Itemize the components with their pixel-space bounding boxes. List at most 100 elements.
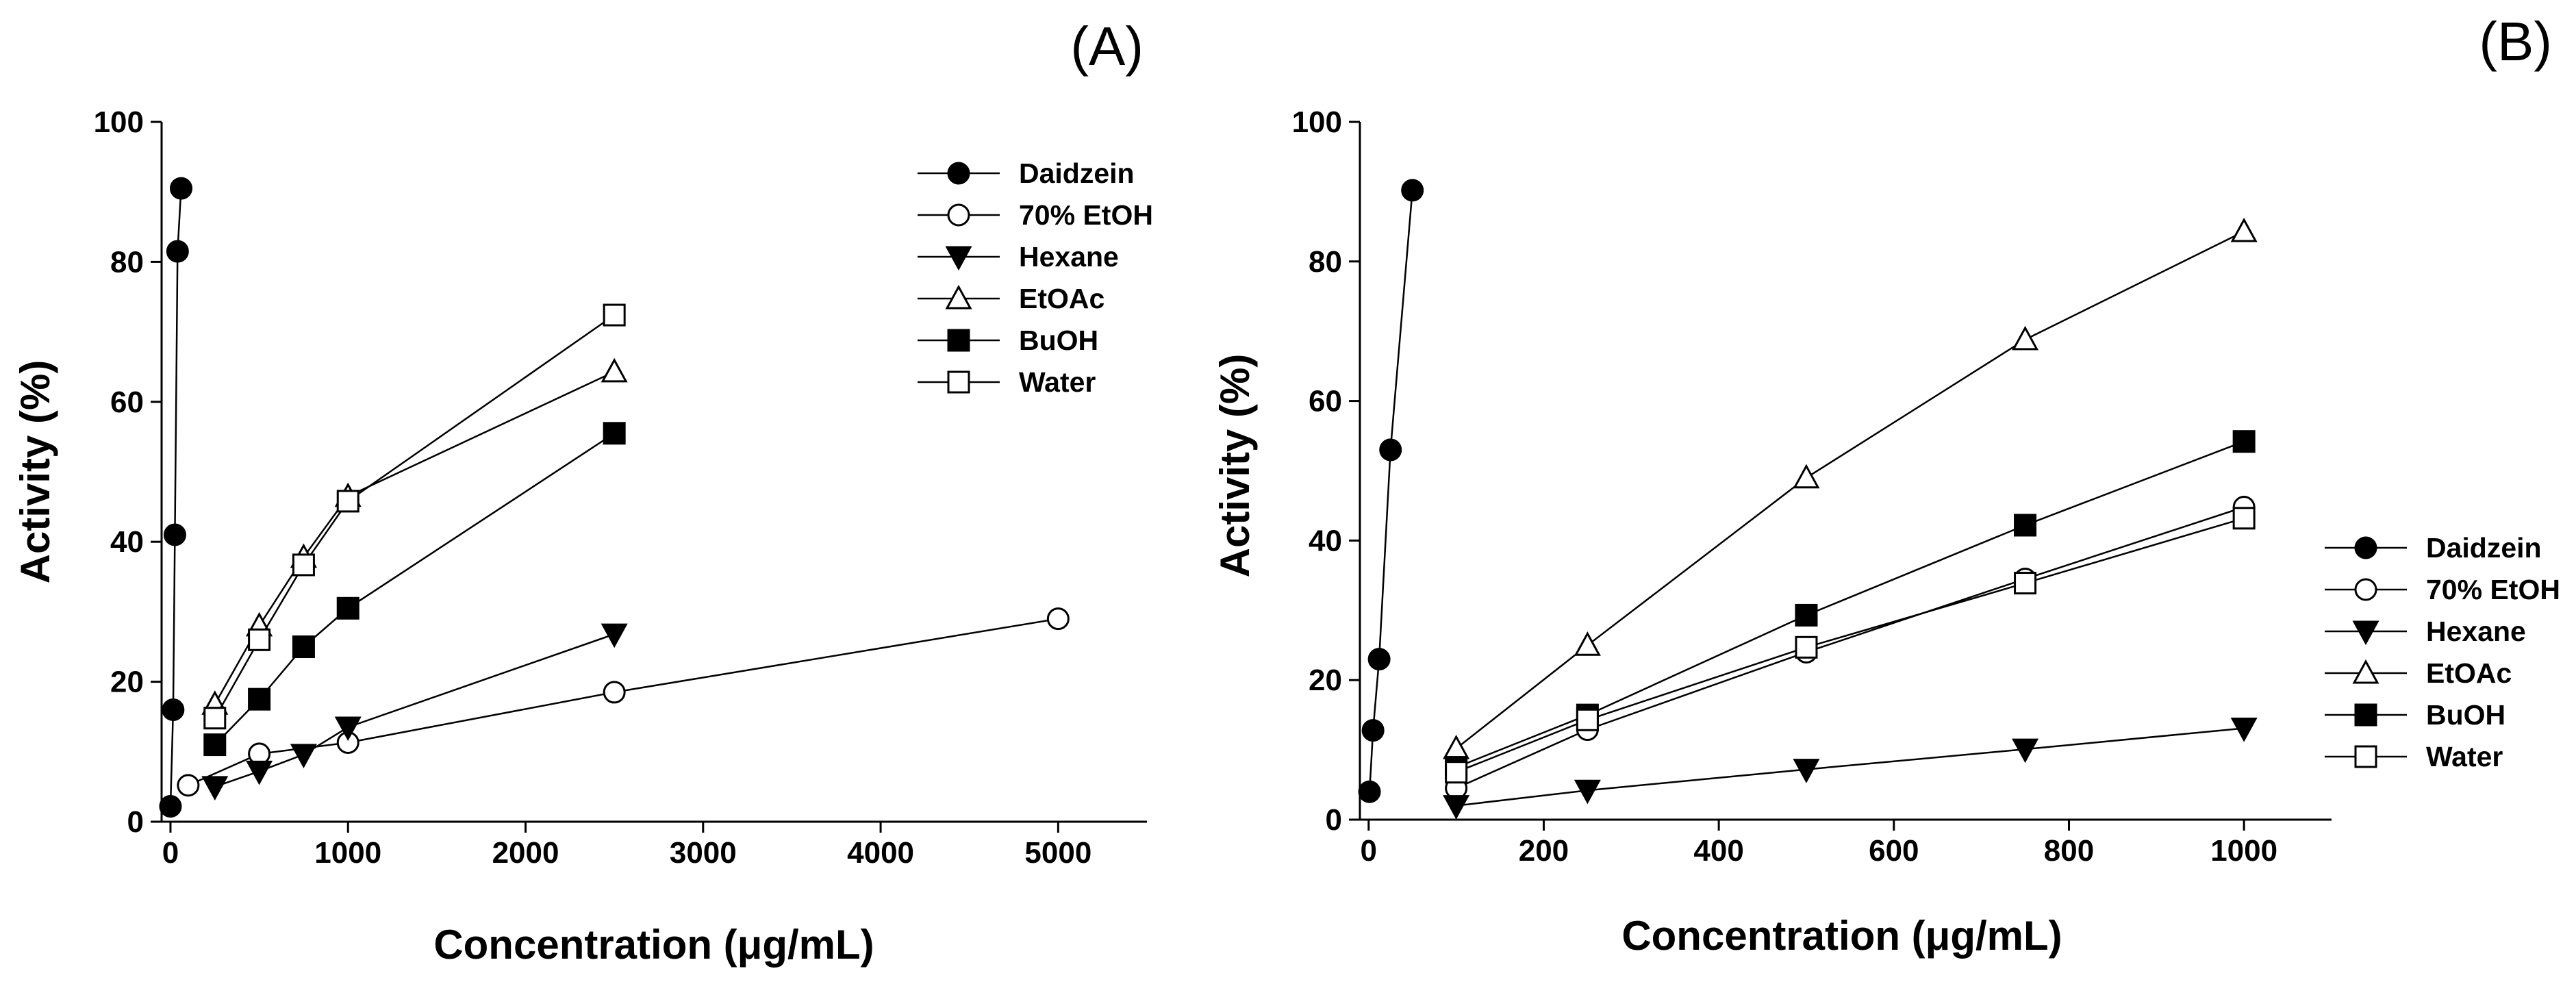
data-point xyxy=(601,623,628,648)
legend-marker xyxy=(945,246,972,271)
series-buoh xyxy=(203,422,626,757)
data-point xyxy=(1358,780,1381,803)
series-daidzein xyxy=(1358,179,1424,803)
data-point xyxy=(1445,761,1468,784)
legend-label: Water xyxy=(2426,741,2503,772)
x-tick-label: 800 xyxy=(2044,834,2094,868)
legend-label: 70% EtOH xyxy=(1019,199,1153,231)
data-point xyxy=(2230,718,2258,742)
legend-label: BuOH xyxy=(2426,699,2505,731)
legend-label: BuOH xyxy=(1019,325,1098,356)
legend-label: Daidzein xyxy=(1019,157,1135,189)
data-point xyxy=(336,596,359,620)
data-point xyxy=(246,760,273,785)
legend-marker xyxy=(2354,703,2377,727)
data-point xyxy=(1367,648,1391,671)
y-axis-title: Activity (%) xyxy=(1212,354,1258,578)
y-tick-label: 80 xyxy=(110,245,144,279)
y-tick-label: 0 xyxy=(127,805,144,839)
legend-marker xyxy=(947,370,970,394)
legend: Daidzein 70% EtOH Hexane EtOAc BuOH Water xyxy=(2325,532,2560,772)
data-point xyxy=(170,177,193,200)
x-tick-label: 4000 xyxy=(847,836,914,870)
x-tick-label: 600 xyxy=(1869,834,1919,868)
y-tick-label: 60 xyxy=(110,386,144,419)
data-point xyxy=(2014,514,2037,537)
legend-label: EtOAc xyxy=(1019,283,1104,314)
legend-marker xyxy=(2354,578,2377,601)
data-point xyxy=(292,635,315,658)
x-tick-label: 0 xyxy=(1361,834,1377,868)
legend-label: Water xyxy=(1019,366,1096,398)
legend-label: Daidzein xyxy=(2426,532,2542,564)
x-tick-label: 200 xyxy=(1519,834,1569,868)
x-tick-label: 400 xyxy=(1693,834,1743,868)
data-point xyxy=(201,776,229,801)
legend-marker xyxy=(2354,745,2377,768)
series-hexane xyxy=(1443,718,2258,820)
x-tick-label: 2000 xyxy=(492,836,559,870)
y-tick-label: 100 xyxy=(1292,105,1342,139)
data-point xyxy=(2014,572,2037,595)
data-point xyxy=(336,490,359,513)
data-point xyxy=(162,698,185,721)
series-water xyxy=(1445,507,2256,784)
data-point xyxy=(248,628,271,651)
panel-a: 0 1000 2000 3000 4000 5000 0 20 40 60 80 100 Concent… xyxy=(12,16,1153,968)
data-point xyxy=(1795,603,1818,627)
panel-b: 0 200 400 600 800 1000 0 20 40 60 80 100 Concentrati… xyxy=(1212,11,2560,959)
x-tick-label: 1000 xyxy=(2210,834,2277,868)
data-point xyxy=(1793,464,1820,489)
y-tick-label: 40 xyxy=(110,525,144,559)
x-axis-title: Concentration (μg/mL) xyxy=(433,922,874,968)
legend-label: 70% EtOH xyxy=(2426,574,2560,605)
y-tick-label: 20 xyxy=(1309,664,1342,697)
series-etoac xyxy=(1443,217,2258,759)
data-point xyxy=(177,774,200,797)
legend-marker xyxy=(2352,659,2379,684)
data-point xyxy=(2230,217,2258,242)
legend-marker xyxy=(947,162,970,185)
x-tick-label: 1000 xyxy=(314,836,381,870)
y-tick-label: 0 xyxy=(1326,803,1342,837)
data-point xyxy=(603,681,626,704)
y-tick-label: 20 xyxy=(110,666,144,699)
legend-marker xyxy=(945,284,972,310)
data-point xyxy=(290,744,317,769)
legend-label: Hexane xyxy=(2426,616,2526,647)
legend: Daidzein 70% EtOH Hexane EtOAc BuOH Water xyxy=(918,157,1153,398)
data-point xyxy=(2232,507,2256,530)
legend-label: EtOAc xyxy=(2426,657,2512,689)
data-point xyxy=(2012,325,2039,351)
data-point xyxy=(203,707,227,730)
data-point xyxy=(601,357,628,383)
legend-marker xyxy=(947,329,970,352)
data-point xyxy=(1574,779,1601,805)
x-tick-label: 3000 xyxy=(670,836,737,870)
legend-marker xyxy=(2354,536,2377,559)
data-point xyxy=(1379,438,1402,462)
data-point xyxy=(1361,719,1385,742)
series-daidzein xyxy=(159,177,193,818)
data-point xyxy=(1443,795,1470,820)
panel-label: (A) xyxy=(1070,16,1144,77)
data-point xyxy=(1795,635,1818,659)
legend-marker xyxy=(947,203,970,227)
data-point xyxy=(203,733,227,757)
series-water xyxy=(203,303,626,730)
data-point xyxy=(603,303,626,327)
legend-label: Hexane xyxy=(1019,241,1119,273)
series-hexane xyxy=(201,623,628,801)
y-tick-label: 40 xyxy=(1309,524,1342,557)
panel-label: (B) xyxy=(2479,11,2552,72)
data-point xyxy=(1401,179,1424,202)
x-axis-title: Concentration (μg/mL) xyxy=(1621,913,2062,959)
legend-marker xyxy=(2352,620,2379,646)
data-point xyxy=(1576,708,1599,731)
y-tick-label: 60 xyxy=(1309,385,1342,418)
data-point xyxy=(292,553,315,577)
data-point xyxy=(159,795,182,818)
x-tick-label: 5000 xyxy=(1024,836,1091,870)
data-point xyxy=(1574,631,1601,656)
y-tick-label: 80 xyxy=(1309,245,1342,279)
